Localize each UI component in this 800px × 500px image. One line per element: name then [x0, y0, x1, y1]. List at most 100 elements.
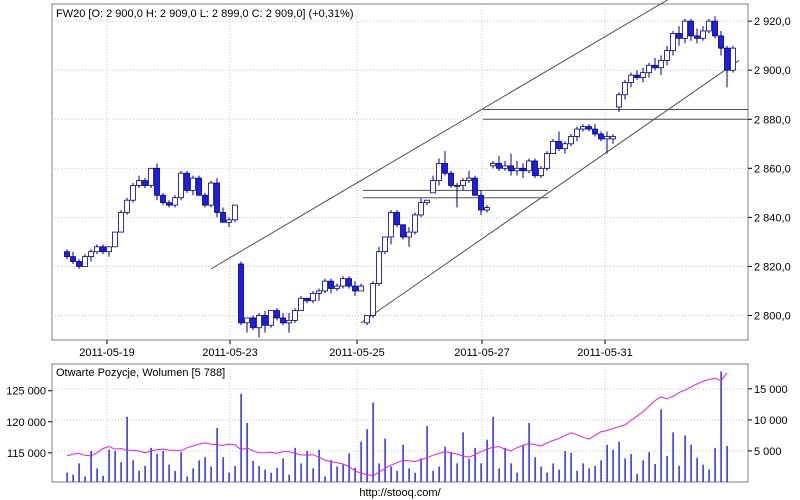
price-y-axis: 2 800,0 2 820,0 2 840,0 2 860,0 2 880,0 2 900…	[748, 16, 791, 322]
candle-down	[598, 133, 604, 140]
volume-bar	[720, 371, 722, 482]
candle-down	[160, 194, 166, 204]
candle-down	[214, 182, 220, 213]
candle-up	[268, 310, 274, 326]
candle-up	[658, 60, 664, 69]
volume-bar	[198, 460, 200, 482]
volume-bar	[486, 439, 488, 482]
volume-axis: 5 000 10 000 15 000	[748, 384, 788, 458]
candle-down	[262, 315, 268, 326]
candle-down	[676, 33, 682, 39]
x-axis: 2011-05-19 2011-05-23 2011-05-25 2011-05-27…	[79, 340, 633, 359]
source-url[interactable]: http://stooq.com/	[359, 487, 441, 499]
volume-bar	[72, 474, 74, 482]
candle-up	[574, 128, 580, 137]
volume-bar	[636, 473, 638, 482]
volume-bar	[534, 457, 536, 482]
volume-bar	[96, 468, 98, 482]
volume-bars	[66, 371, 728, 482]
volume-bar	[690, 444, 692, 482]
volume-bar	[90, 450, 92, 482]
candle-down	[304, 297, 310, 302]
price-y-tick-label: 2 840,0	[754, 212, 791, 224]
candle-up	[172, 197, 178, 206]
volume-bar	[678, 465, 680, 482]
candle-down	[508, 165, 514, 172]
volume-bar	[660, 409, 662, 482]
candle-up	[322, 280, 328, 292]
candle-down	[442, 163, 448, 174]
volume-bar	[654, 463, 656, 482]
candle-up	[136, 180, 142, 186]
candle-up	[310, 293, 316, 302]
candle-down	[220, 212, 226, 223]
volume-bar	[162, 450, 164, 482]
volume-bar	[420, 458, 422, 482]
candle-down	[328, 280, 334, 289]
volume-bar	[108, 449, 110, 482]
price-y-tick-label: 2 860,0	[754, 163, 791, 175]
volume-bar	[666, 455, 668, 482]
candle-up	[430, 180, 436, 194]
volume-tick-label: 10 000	[754, 415, 788, 427]
candle-down	[688, 20, 694, 37]
volume-bar	[216, 427, 218, 482]
volume-bar	[84, 476, 86, 482]
candle-up	[112, 231, 118, 248]
candle-up	[640, 72, 646, 78]
volume-bar	[594, 465, 596, 482]
volume-bar	[570, 452, 572, 482]
price-y-tick-label: 2 900,0	[754, 65, 791, 77]
volume-bar	[294, 447, 296, 482]
volume-bar	[552, 463, 554, 482]
volume-bar	[672, 432, 674, 482]
volume-bar	[288, 474, 290, 482]
volume-bar	[264, 469, 266, 482]
candle-up	[94, 246, 100, 253]
price-y-tick-label: 2 800,0	[754, 310, 791, 322]
candle-up	[730, 47, 736, 71]
volume-bar	[630, 454, 632, 482]
candle-down	[718, 35, 724, 49]
candle-down	[472, 177, 478, 196]
candle-down	[352, 285, 358, 292]
volume-bar	[150, 447, 152, 482]
volume-bar	[234, 465, 236, 482]
trend-channel-line	[360, 59, 740, 324]
volume-bar	[438, 466, 440, 482]
volume-bar	[648, 452, 650, 482]
candle-down	[652, 64, 658, 69]
volume-bar	[324, 476, 326, 482]
candle-up	[226, 219, 232, 223]
candle-down	[478, 194, 484, 211]
candle-up	[148, 167, 154, 186]
candle-down	[142, 180, 148, 186]
price-y-tick-label: 2 920,0	[754, 16, 791, 28]
x-axis-tick-label: 2011-05-19	[79, 347, 134, 359]
candle-up	[610, 136, 616, 140]
candle-up	[340, 278, 346, 287]
x-axis-tick-label: 2011-05-25	[329, 347, 384, 359]
volume-bar	[474, 447, 476, 482]
volume-bar	[432, 470, 434, 482]
volume-bar	[180, 452, 182, 482]
volume-bar	[402, 444, 404, 482]
volume-bar	[246, 423, 248, 482]
volume-bar	[192, 468, 194, 482]
candle-up	[616, 94, 622, 108]
volume-bar	[258, 465, 260, 482]
candle-up	[670, 33, 676, 51]
volume-bar	[390, 466, 392, 482]
candle-down	[400, 224, 406, 238]
candle-down	[556, 140, 562, 150]
open-interest-axis: 115 000 120 000 125 000	[6, 386, 52, 460]
volume-bar	[276, 467, 278, 482]
candle-down	[394, 212, 400, 226]
x-axis-tick-label: 2011-05-27	[454, 347, 509, 359]
candle-up	[316, 290, 322, 294]
candle-down	[250, 317, 256, 329]
volume-bar	[618, 441, 620, 482]
candle-down	[586, 126, 592, 130]
candle-up	[130, 185, 136, 201]
